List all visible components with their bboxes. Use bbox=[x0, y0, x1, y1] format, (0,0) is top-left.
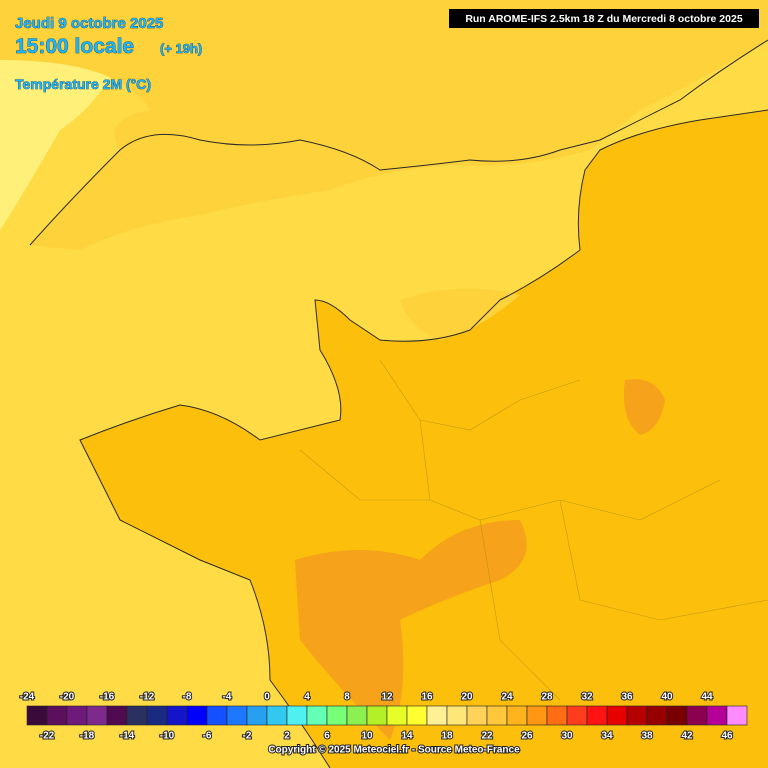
legend-label: 8 bbox=[344, 692, 350, 703]
run-box bbox=[449, 9, 759, 28]
legend-swatch bbox=[326, 705, 348, 726]
legend-swatch bbox=[526, 705, 548, 726]
variable: Température 2M (°C) bbox=[15, 76, 151, 92]
legend-label: 0 bbox=[264, 692, 270, 703]
legend-label: 24 bbox=[501, 692, 513, 703]
legend-label: 44 bbox=[701, 692, 713, 703]
time: 15:00 locale bbox=[15, 35, 134, 58]
legend-label: -10 bbox=[160, 731, 175, 742]
legend-swatch bbox=[646, 705, 668, 726]
legend-swatch bbox=[486, 705, 508, 726]
legend-swatch bbox=[426, 705, 448, 726]
legend-swatch bbox=[726, 705, 748, 726]
date: Jeudi 9 octobre 2025 bbox=[15, 15, 163, 32]
legend-label: 40 bbox=[661, 692, 673, 703]
warm-area bbox=[295, 520, 527, 740]
legend-swatch bbox=[626, 705, 648, 726]
legend-label: 12 bbox=[381, 692, 393, 703]
legend-label: -16 bbox=[100, 692, 115, 703]
legend-label: -6 bbox=[203, 731, 212, 742]
legend-swatch bbox=[66, 705, 88, 726]
legend-label: 20 bbox=[461, 692, 473, 703]
legend-label: -20 bbox=[60, 692, 75, 703]
legend-swatch bbox=[186, 705, 208, 726]
legend-swatch bbox=[366, 705, 388, 726]
legend-swatch bbox=[446, 705, 468, 726]
legend-swatch bbox=[666, 705, 688, 726]
legend-swatch bbox=[126, 705, 148, 726]
legend-label: 30 bbox=[561, 731, 573, 742]
legend-label: -12 bbox=[140, 692, 155, 703]
regions bbox=[299, 359, 768, 701]
legend-label: 42 bbox=[681, 731, 693, 742]
legend-label: 28 bbox=[541, 692, 553, 703]
legend-label: -14 bbox=[120, 731, 135, 742]
legend-swatch bbox=[86, 705, 108, 726]
legend-label: -8 bbox=[183, 692, 192, 703]
france-coast bbox=[79, 109, 768, 768]
copyright: Copyright © 2025 Meteociel.fr - Source M… bbox=[268, 745, 520, 756]
legend-label: -18 bbox=[80, 731, 95, 742]
legend-label: 26 bbox=[521, 731, 533, 742]
legend-label: 6 bbox=[324, 731, 330, 742]
france bbox=[80, 110, 768, 768]
legend-label: 2 bbox=[284, 731, 290, 742]
legend-swatch bbox=[686, 705, 708, 726]
legend-label: 34 bbox=[601, 731, 613, 742]
england-coast bbox=[29, 39, 768, 246]
legend-swatch bbox=[306, 705, 328, 726]
legend: -24-22-20-18-16-14-12-10-8-6-4-202468101… bbox=[19, 691, 748, 743]
legend-swatch bbox=[386, 705, 408, 726]
legend-label: -2 bbox=[243, 731, 252, 742]
legend-swatch bbox=[166, 705, 188, 726]
legend-swatch bbox=[586, 705, 608, 726]
legend-swatch bbox=[546, 705, 568, 726]
legend-label: 46 bbox=[721, 731, 733, 742]
legend-swatch bbox=[26, 705, 48, 726]
paris-warm bbox=[624, 379, 665, 435]
legend-swatch bbox=[406, 705, 428, 726]
offset: (+ 19h) bbox=[160, 41, 202, 56]
legend-swatch bbox=[46, 705, 68, 726]
legend-swatch bbox=[266, 705, 288, 726]
legend-swatch bbox=[106, 705, 128, 726]
legend-label: 36 bbox=[621, 692, 633, 703]
legend-label: 4 bbox=[304, 692, 310, 703]
legend-swatch bbox=[706, 705, 728, 726]
legend-swatch bbox=[226, 705, 248, 726]
legend-swatch bbox=[206, 705, 228, 726]
legend-label: 14 bbox=[401, 731, 413, 742]
legend-label: -24 bbox=[20, 692, 35, 703]
legend-swatch bbox=[346, 705, 368, 726]
legend-label: 10 bbox=[361, 731, 373, 742]
legend-label: 38 bbox=[641, 731, 653, 742]
legend-label: 16 bbox=[421, 692, 433, 703]
legend-swatch bbox=[286, 705, 308, 726]
cool-area bbox=[400, 288, 520, 340]
legend-swatch bbox=[506, 705, 528, 726]
legend-swatch bbox=[566, 705, 588, 726]
run-info: Run AROME-IFS 2.5km 18 Z du Mercredi 8 o… bbox=[465, 13, 743, 25]
legend-label: 22 bbox=[481, 731, 493, 742]
legend-swatch bbox=[146, 705, 168, 726]
legend-swatch bbox=[466, 705, 488, 726]
legend-label: -4 bbox=[223, 692, 232, 703]
legend-label: -22 bbox=[40, 731, 55, 742]
legend-swatch bbox=[246, 705, 268, 726]
england bbox=[0, 0, 768, 250]
legend-label: 18 bbox=[441, 731, 453, 742]
legend-label: 32 bbox=[581, 692, 593, 703]
legend-swatch bbox=[606, 705, 628, 726]
